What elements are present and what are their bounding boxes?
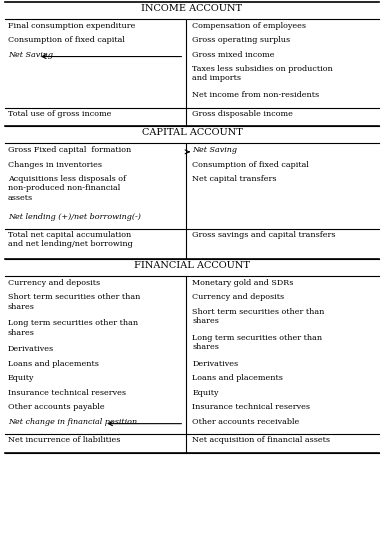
Text: Derivatives: Derivatives xyxy=(8,345,54,353)
Text: Long term securities other than
shares: Long term securities other than shares xyxy=(192,334,322,351)
Text: Long term securities other than
shares: Long term securities other than shares xyxy=(8,319,138,336)
Text: Equity: Equity xyxy=(8,374,35,383)
Text: Net incurrence of liabilities: Net incurrence of liabilities xyxy=(8,436,120,444)
Text: Gross savings and capital transfers: Gross savings and capital transfers xyxy=(192,231,336,239)
Text: Acquisitions less disposals of
non-produced non-financial
assets: Acquisitions less disposals of non-produ… xyxy=(8,175,126,202)
Text: Gross disposable income: Gross disposable income xyxy=(192,110,293,118)
Text: Final consumption expenditure: Final consumption expenditure xyxy=(8,22,136,30)
Text: Other accounts payable: Other accounts payable xyxy=(8,403,104,412)
Text: Insurance technical reserves: Insurance technical reserves xyxy=(192,403,310,412)
Text: Net Saving: Net Saving xyxy=(192,146,237,154)
Text: Net income from non-residents: Net income from non-residents xyxy=(192,92,319,99)
Text: Insurance technical reserves: Insurance technical reserves xyxy=(8,389,126,397)
Text: Short term securities other than
shares: Short term securities other than shares xyxy=(8,293,141,311)
Text: Loans and placements: Loans and placements xyxy=(192,374,283,383)
Text: INCOME ACCOUNT: INCOME ACCOUNT xyxy=(141,4,243,13)
Text: Gross Fixed capital  formation: Gross Fixed capital formation xyxy=(8,146,131,154)
Text: Net change in financial position: Net change in financial position xyxy=(8,418,137,426)
Text: Other accounts receivable: Other accounts receivable xyxy=(192,418,300,426)
Text: Currency and deposits: Currency and deposits xyxy=(192,293,285,301)
Text: Short term securities other than
shares: Short term securities other than shares xyxy=(192,308,324,325)
Text: Gross operating surplus: Gross operating surplus xyxy=(192,36,290,44)
Text: Gross mixed income: Gross mixed income xyxy=(192,51,275,59)
Text: Consumption of fixed capital: Consumption of fixed capital xyxy=(8,36,125,44)
Text: Changes in inventories: Changes in inventories xyxy=(8,161,102,169)
Text: Consumption of fixed capital: Consumption of fixed capital xyxy=(192,161,309,169)
Text: Monetary gold and SDRs: Monetary gold and SDRs xyxy=(192,279,294,287)
Text: Total use of gross income: Total use of gross income xyxy=(8,110,111,118)
Text: Net capital transfers: Net capital transfers xyxy=(192,175,277,183)
Text: Equity: Equity xyxy=(192,389,219,397)
Text: Currency and deposits: Currency and deposits xyxy=(8,279,100,287)
Text: CAPITAL ACCOUNT: CAPITAL ACCOUNT xyxy=(142,128,242,138)
Text: Compensation of employees: Compensation of employees xyxy=(192,22,306,30)
Text: Derivatives: Derivatives xyxy=(192,360,238,368)
Text: FINANCIAL ACCOUNT: FINANCIAL ACCOUNT xyxy=(134,261,250,270)
Text: Net Saving: Net Saving xyxy=(8,51,53,59)
Text: Total net capital accumulation
and net lending/net borrowing: Total net capital accumulation and net l… xyxy=(8,231,133,248)
Text: Loans and placements: Loans and placements xyxy=(8,360,99,368)
Text: Taxes less subsidies on production
and imports: Taxes less subsidies on production and i… xyxy=(192,65,333,83)
Text: Net acquisition of financial assets: Net acquisition of financial assets xyxy=(192,436,330,444)
Text: Net lending (+)/net borrowing(-): Net lending (+)/net borrowing(-) xyxy=(8,213,141,221)
